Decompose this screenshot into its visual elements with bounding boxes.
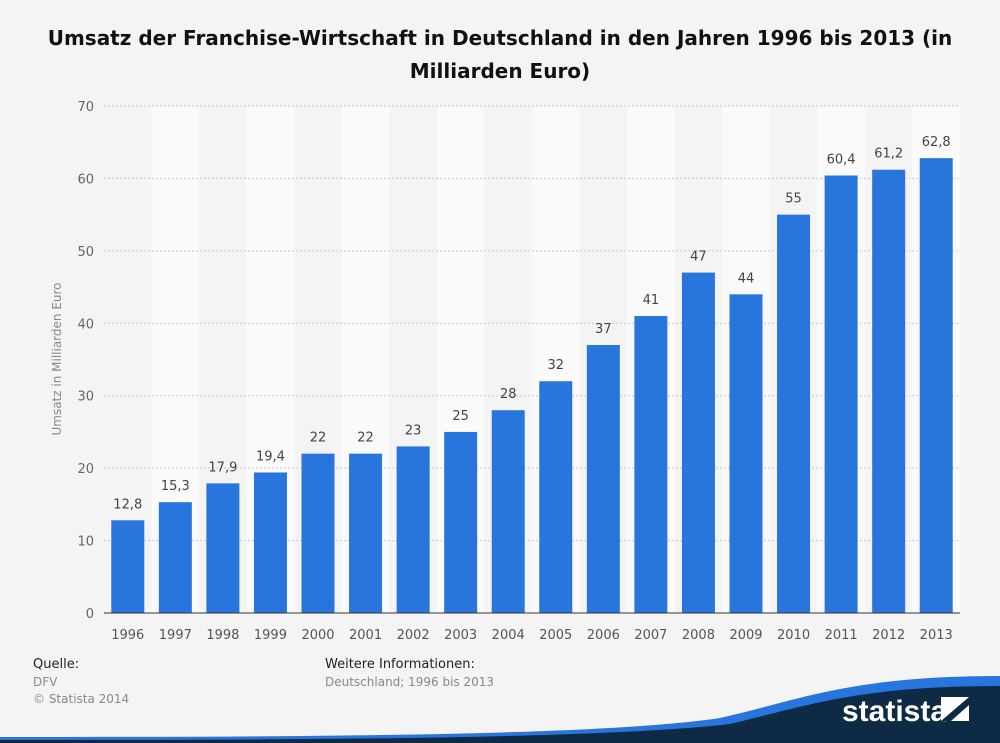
y-axis-ticks: 0 10 20 30 40 50 60 70 <box>77 100 94 622</box>
data-label: 62,8 <box>922 135 951 150</box>
bar <box>253 472 287 613</box>
data-label: 19,4 <box>256 449 285 464</box>
data-label: 23 <box>405 423 422 438</box>
data-label: 32 <box>548 358 565 373</box>
data-label: 61,2 <box>874 147 903 162</box>
data-label: 17,9 <box>208 460 237 475</box>
x-tick-label: 1996 <box>111 628 144 643</box>
y-tick-label: 50 <box>77 245 94 260</box>
bar <box>158 502 192 613</box>
x-tick-label: 2013 <box>920 628 953 643</box>
source-heading: Quelle: <box>33 657 80 672</box>
x-tick-label: 2011 <box>825 628 858 643</box>
bar <box>111 520 145 613</box>
x-axis-ticks: 1996 1997 1998 1999 2000 2001 2002 2003 2004 2005… <box>111 628 953 643</box>
data-label: 47 <box>690 250 707 265</box>
data-label: 41 <box>643 293 660 308</box>
bar <box>396 446 430 613</box>
bar <box>301 453 335 613</box>
bar <box>824 175 858 613</box>
y-axis-label: Umsatz in Milliarden Euro <box>50 282 64 435</box>
bar <box>729 294 763 613</box>
info-heading: Weitere Informationen: <box>325 657 475 672</box>
x-tick-label: 2002 <box>397 628 430 643</box>
x-tick-label: 2012 <box>872 628 905 643</box>
x-tick-label: 2003 <box>444 628 477 643</box>
x-tick-label: 2010 <box>777 628 810 643</box>
data-label: 55 <box>785 192 802 207</box>
bar <box>206 483 240 613</box>
x-tick-label: 1999 <box>254 628 287 643</box>
x-tick-label: 2008 <box>682 628 715 643</box>
y-tick-label: 60 <box>77 172 94 187</box>
x-tick-label: 2009 <box>729 628 762 643</box>
x-tick-label: 2007 <box>634 628 667 643</box>
data-labels: 12,8 15,3 17,9 19,4 22 22 23 25 28 32 37 41 47 44 55 60… <box>113 135 950 512</box>
data-label: 44 <box>738 271 755 286</box>
bars <box>111 158 953 614</box>
bar <box>491 410 525 613</box>
source-block: Quelle: DFV © Statista 2014 <box>33 657 129 708</box>
data-label: 15,3 <box>161 479 190 494</box>
bar <box>539 381 573 613</box>
x-tick-label: 2001 <box>349 628 382 643</box>
y-tick-label: 70 <box>77 100 94 115</box>
gridlines <box>104 105 960 542</box>
bar <box>872 169 906 614</box>
x-tick-label: 2005 <box>539 628 572 643</box>
x-tick-label: 1998 <box>206 628 239 643</box>
bar <box>444 431 478 613</box>
info-block: Weitere Informationen: Deutschland; 1996… <box>325 657 494 691</box>
data-label: 60,4 <box>827 153 856 168</box>
data-label: 22 <box>357 431 374 446</box>
bar <box>919 158 953 614</box>
data-label: 37 <box>595 322 612 337</box>
x-tick-label: 2006 <box>587 628 620 643</box>
data-label: 28 <box>500 387 517 402</box>
x-tick-label: 2004 <box>492 628 525 643</box>
bar <box>777 214 811 613</box>
data-label: 22 <box>310 431 327 446</box>
bar <box>586 345 620 613</box>
y-tick-label: 30 <box>77 390 94 405</box>
y-tick-label: 20 <box>77 462 94 477</box>
y-tick-label: 40 <box>77 317 94 332</box>
x-tick-label: 1997 <box>159 628 192 643</box>
copyright: © Statista 2014 <box>33 692 130 706</box>
bar <box>634 316 668 613</box>
info-text: Deutschland; 1996 bis 2013 <box>325 675 495 689</box>
source-name: DFV <box>33 675 58 689</box>
y-tick-label: 0 <box>86 607 94 622</box>
data-label: 12,8 <box>113 497 142 512</box>
x-tick-label: 2000 <box>301 628 334 643</box>
y-tick-label: 10 <box>77 535 94 550</box>
bar <box>349 453 383 613</box>
bar <box>681 272 715 613</box>
data-label: 25 <box>452 409 469 424</box>
chart-title: Umsatz der Franchise-Wirtschaft in Deuts… <box>47 26 953 83</box>
